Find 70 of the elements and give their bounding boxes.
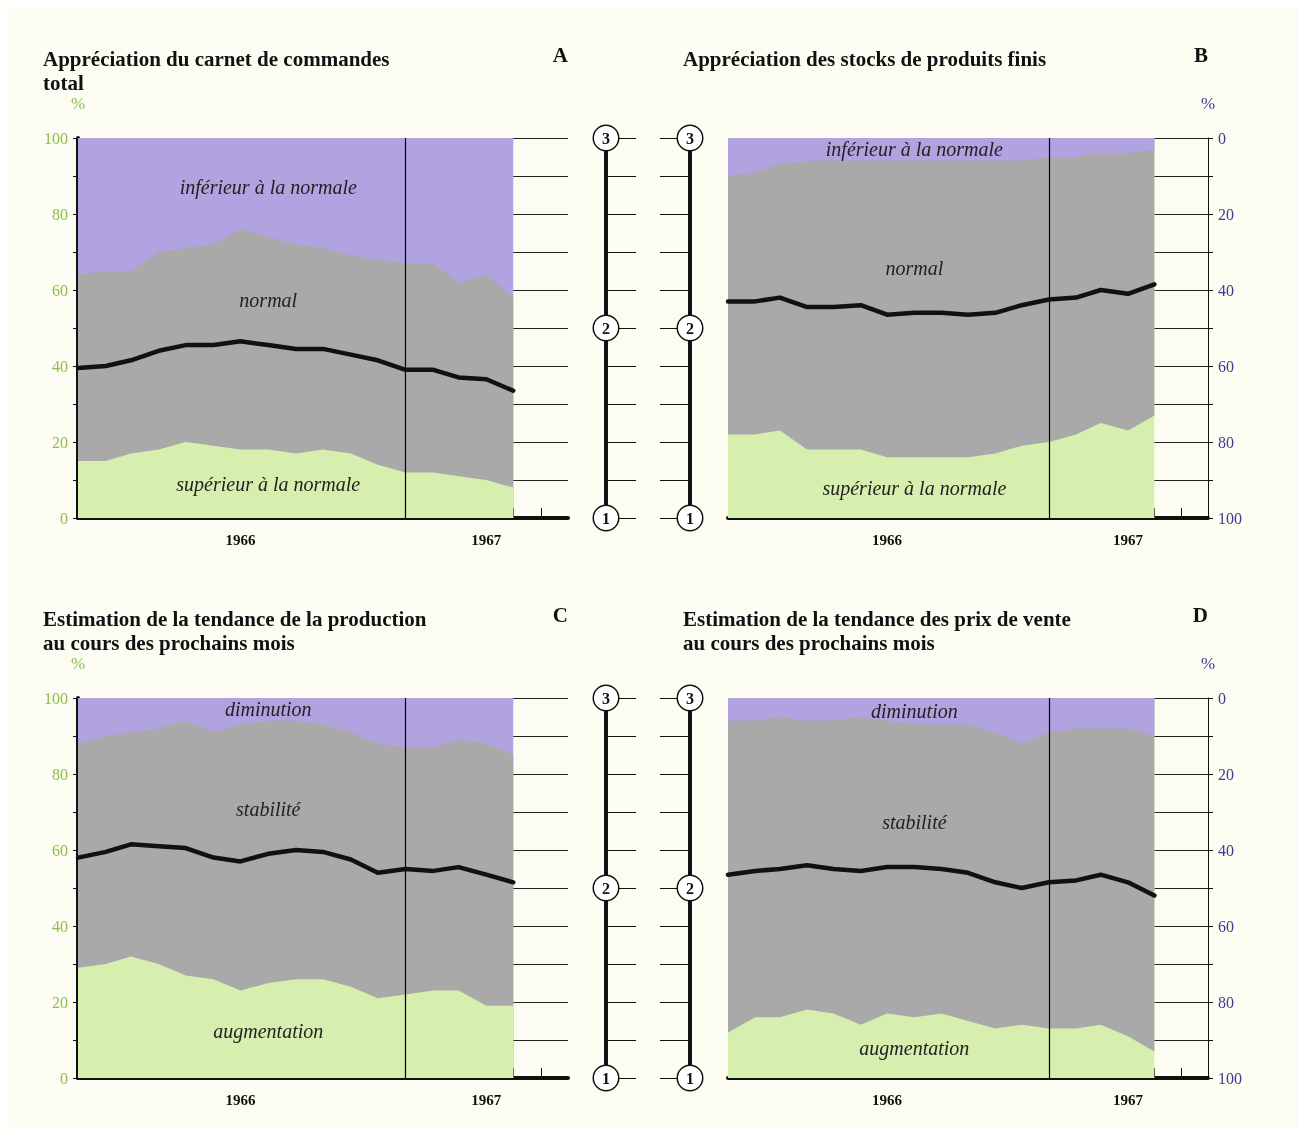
- x-tick-label: 1967: [1113, 531, 1144, 548]
- y2-tick-label: 80: [1218, 433, 1234, 451]
- y2-tick-label: 60: [1218, 917, 1234, 935]
- y2-tick-label: 100: [1218, 509, 1242, 527]
- series-label: normal: [885, 256, 944, 279]
- series-label: supérieur à la normale: [822, 476, 1007, 500]
- y-tick-label: 80: [52, 205, 68, 223]
- y2-axis-title: %: [1200, 94, 1216, 113]
- y2-tick-label: 80: [1218, 993, 1234, 1011]
- text: B: [1193, 42, 1209, 67]
- y-tick-label: 2: [686, 319, 694, 337]
- y2-tick-label: 3: [602, 129, 610, 147]
- y2-tick-label: 20: [1218, 765, 1234, 783]
- y-tick-label: 100: [44, 129, 68, 147]
- x-tick-label: 1967: [471, 1091, 502, 1108]
- y-tick-label: 1: [686, 1069, 694, 1087]
- text: C: [552, 602, 569, 627]
- chart-title: Estimation de la tendance de la production au cours des prochains mois: [43, 607, 432, 655]
- series-label: stabilité: [882, 811, 948, 834]
- y2-tick-label: 100: [1218, 1069, 1242, 1087]
- y-tick-label: 2: [686, 879, 694, 897]
- y-tick-label: 80: [52, 765, 68, 783]
- y2-tick-label: 1: [602, 1069, 610, 1087]
- y-tick-label: 100: [44, 689, 68, 707]
- y-tick-label: 3: [686, 689, 694, 707]
- y-tick-label: 3: [686, 129, 694, 147]
- series-label: inférieur à la normale: [179, 176, 357, 200]
- line-series: [725, 862, 1157, 898]
- series-label: augmentation: [859, 1036, 970, 1060]
- y2-axis-title: %: [1200, 654, 1216, 673]
- y-tick-label: 0: [60, 1069, 68, 1087]
- x-tick-label: 1966: [872, 1091, 903, 1108]
- series-label: augmentation: [213, 1019, 324, 1043]
- chart-title: Estimation de la tendance des prix de vente au cours des prochains mois: [683, 607, 1077, 655]
- text: A: [552, 42, 569, 67]
- x-tick-label: 1966: [225, 1091, 256, 1108]
- series-label: stabilité: [236, 797, 302, 820]
- y2-tick-label: 0: [1218, 129, 1226, 147]
- y2-tick-label: 2: [602, 879, 610, 897]
- y2-tick-label: 60: [1218, 357, 1234, 375]
- y-tick-label: 0: [60, 509, 68, 527]
- y2-tick-label: 40: [1218, 841, 1234, 859]
- y2-tick-label: 1: [602, 509, 610, 527]
- x-tick-label: 1966: [872, 531, 903, 548]
- chart-title: Appréciation du carnet de commandes total: [43, 47, 395, 95]
- x-tick-label: 1966: [225, 531, 256, 548]
- series-label: inférieur à la normale: [825, 138, 1004, 162]
- y2-tick-label: 20: [1218, 205, 1234, 223]
- y2-tick-label: 3: [602, 689, 610, 707]
- y-tick-label: 40: [52, 357, 68, 375]
- y-tick-label: 60: [52, 281, 68, 299]
- chart-title: Appréciation des stocks de produits finis: [683, 47, 1047, 71]
- line-series: [725, 282, 1157, 317]
- y-tick-label: 60: [52, 841, 68, 859]
- x-tick-label: 1967: [1113, 1091, 1144, 1108]
- y-tick-label: 40: [52, 917, 68, 935]
- series-label: normal: [239, 289, 298, 312]
- y-axis-title: %: [70, 94, 86, 113]
- y-axis-title: %: [70, 654, 86, 673]
- series-label: diminution: [871, 700, 958, 723]
- y-tick-label: 20: [52, 433, 68, 451]
- y-tick-label: 20: [52, 993, 68, 1011]
- text: D: [1192, 602, 1209, 627]
- series-label: supérieur à la normale: [176, 472, 361, 496]
- series-label: diminution: [224, 698, 312, 721]
- y2-tick-label: 2: [602, 319, 610, 337]
- y-tick-label: 1: [686, 509, 694, 527]
- y2-tick-label: 0: [1218, 689, 1226, 707]
- x-tick-label: 1967: [471, 531, 502, 548]
- y2-tick-label: 40: [1218, 281, 1234, 299]
